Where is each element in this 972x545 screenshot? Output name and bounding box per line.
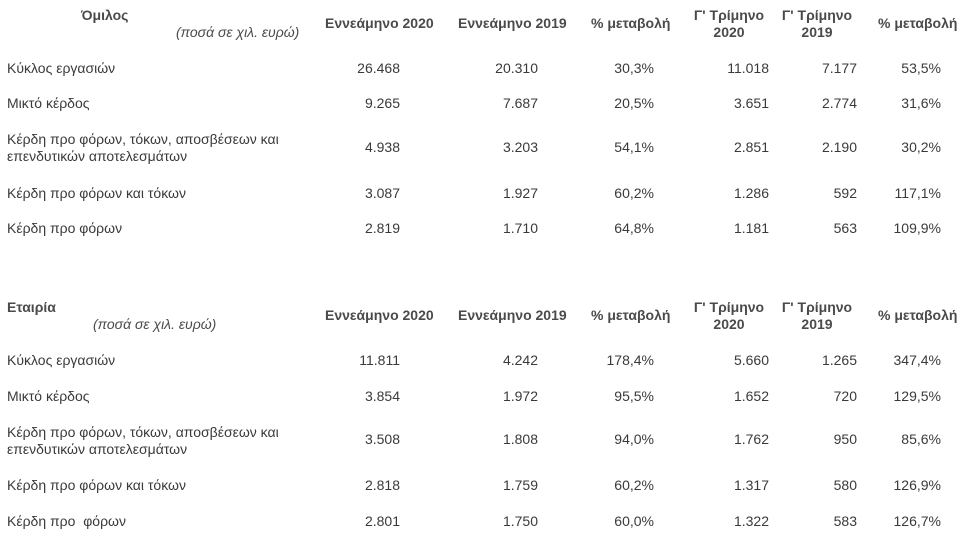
col-header-q3-2020: Γ' Τρίμηνο 2020 [688, 299, 770, 333]
cell-9m-2019: 3.203 [502, 139, 538, 155]
col-header-q3-2020-line1: Γ' Τρίμηνο [693, 7, 765, 23]
col-header-change-q3: % μεταβολή [878, 307, 958, 323]
cell-9m-2019: 1.750 [502, 513, 538, 529]
company-title: Εταιρία [7, 299, 56, 315]
col-header-q3-2020: Γ' Τρίμηνο 2020 [688, 7, 770, 41]
col-header-q3-2020-line2: 2020 [713, 316, 745, 332]
cell-q3-2019: 2.190 [821, 139, 857, 155]
row-label: Κέρδη προ φόρων [7, 513, 126, 529]
company-units-note: (ποσά σε χιλ. ευρώ) [93, 316, 217, 332]
cell-9m-2019: 7.687 [502, 95, 538, 111]
cell-9m-2019: 20.310 [495, 60, 538, 76]
cell-q3-2020: 1.286 [733, 185, 769, 201]
cell-change-9m: 178,4% [606, 352, 654, 368]
cell-9m-2019: 1.710 [502, 220, 538, 236]
col-header-q3-2019-line1: Γ' Τρίμηνο [781, 7, 853, 23]
cell-q3-2020: 1.762 [733, 431, 769, 447]
row-label: Κέρδη προ φόρων, τόκων, αποσβέσεων και ε… [7, 424, 279, 457]
cell-9m-2020: 4.938 [364, 139, 400, 155]
cell-change-q3: 126,9% [893, 477, 941, 493]
cell-change-q3: 31,6% [901, 95, 941, 111]
cell-9m-2020: 2.801 [364, 513, 400, 529]
cell-9m-2020: 2.818 [364, 477, 400, 493]
cell-9m-2020: 3.508 [364, 431, 400, 447]
cell-change-q3: 126,7% [893, 513, 941, 529]
cell-q3-2019: 1.265 [821, 352, 857, 368]
row-label: Κέρδη προ φόρων και τόκων [7, 185, 186, 201]
cell-9m-2019: 1.927 [502, 185, 538, 201]
cell-q3-2020: 3.651 [733, 95, 769, 111]
group-title: Όμιλος [81, 7, 129, 23]
cell-q3-2019: 2.774 [821, 95, 857, 111]
cell-change-q3: 53,5% [901, 60, 941, 76]
cell-change-q3: 30,2% [901, 139, 941, 155]
cell-9m-2019: 4.242 [502, 352, 538, 368]
cell-9m-2020: 9.265 [364, 95, 400, 111]
cell-change-q3: 117,1% [894, 185, 941, 201]
cell-9m-2019: 1.759 [502, 477, 538, 493]
col-header-q3-2019: Γ' Τρίμηνο 2019 [776, 299, 858, 333]
cell-q3-2020: 2.851 [733, 139, 769, 155]
cell-9m-2020: 3.854 [364, 388, 400, 404]
cell-change-q3: 129,5% [893, 388, 941, 404]
cell-change-9m: 94,0% [614, 431, 654, 447]
col-header-9m-2019: Εννεάμηνο 2019 [458, 15, 567, 31]
cell-q3-2019: 592 [833, 185, 857, 201]
group-table: Όμιλος (ποσά σε χιλ. ευρώ) Εννεάμηνο 202… [0, 0, 972, 250]
cell-9m-2020: 2.819 [364, 220, 400, 236]
cell-q3-2020: 1.181 [733, 220, 769, 236]
cell-q3-2019: 580 [833, 477, 857, 493]
col-header-change-9m: % μεταβολή [591, 307, 671, 323]
col-header-9m-2020: Εννεάμηνο 2020 [325, 15, 434, 31]
col-header-9m-2020: Εννεάμηνο 2020 [325, 307, 434, 323]
cell-q3-2019: 950 [833, 431, 857, 447]
cell-change-9m: 30,3% [614, 60, 654, 76]
cell-change-9m: 64,8% [614, 220, 654, 236]
cell-change-9m: 60,2% [614, 185, 654, 201]
cell-9m-2020: 26.468 [357, 60, 400, 76]
row-label: Μικτό κέρδος [7, 95, 90, 111]
group-units-note: (ποσά σε χιλ. ευρώ) [176, 24, 300, 40]
row-label: Κύκλος εργασιών [7, 60, 116, 76]
company-table: Εταιρία (ποσά σε χιλ. ευρώ) Εννεάμηνο 20… [0, 292, 972, 545]
col-header-q3-2019-line1: Γ' Τρίμηνο [781, 299, 853, 315]
col-header-9m-2019: Εννεάμηνο 2019 [458, 307, 567, 323]
cell-change-9m: 95,5% [614, 388, 654, 404]
col-header-q3-2019-line2: 2019 [801, 24, 833, 40]
cell-9m-2020: 3.087 [364, 185, 400, 201]
row-label: Κέρδη προ φόρων και τόκων [7, 477, 186, 493]
cell-q3-2020: 5.660 [733, 352, 769, 368]
row-label: Κύκλος εργασιών [7, 352, 116, 368]
col-header-change-q3: % μεταβολή [878, 15, 958, 31]
col-header-q3-2020-line1: Γ' Τρίμηνο [693, 299, 765, 315]
cell-q3-2020: 1.322 [733, 513, 769, 529]
cell-9m-2019: 1.972 [502, 388, 538, 404]
cell-q3-2020: 1.652 [733, 388, 769, 404]
col-header-change-9m: % μεταβολή [591, 15, 671, 31]
cell-change-9m: 60,0% [614, 513, 654, 529]
cell-q3-2019: 583 [833, 513, 857, 529]
cell-9m-2020: 11.811 [359, 352, 400, 368]
cell-q3-2020: 11.018 [727, 60, 769, 76]
cell-change-9m: 60,2% [614, 477, 654, 493]
cell-q3-2019: 720 [833, 388, 857, 404]
cell-9m-2019: 1.808 [502, 431, 538, 447]
cell-change-9m: 20,5% [614, 95, 654, 111]
row-label: Μικτό κέρδος [7, 388, 90, 404]
row-label: Κέρδη προ φόρων [7, 220, 123, 236]
col-header-q3-2020-line2: 2020 [713, 24, 745, 40]
row-label: Κέρδη προ φόρων, τόκων, αποσβέσεων και ε… [7, 131, 279, 164]
col-header-q3-2019: Γ' Τρίμηνο 2019 [776, 7, 858, 41]
cell-q3-2020: 1.317 [733, 477, 769, 493]
cell-change-q3: 85,6% [901, 431, 941, 447]
cell-q3-2019: 7.177 [821, 60, 857, 76]
cell-q3-2019: 563 [833, 220, 857, 236]
cell-change-q3: 109,9% [893, 220, 941, 236]
col-header-q3-2019-line2: 2019 [801, 316, 833, 332]
cell-change-q3: 347,4% [893, 352, 941, 368]
cell-change-9m: 54,1% [614, 139, 654, 155]
